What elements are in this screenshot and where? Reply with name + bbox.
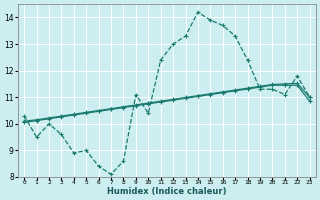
X-axis label: Humidex (Indice chaleur): Humidex (Indice chaleur) <box>107 187 227 196</box>
